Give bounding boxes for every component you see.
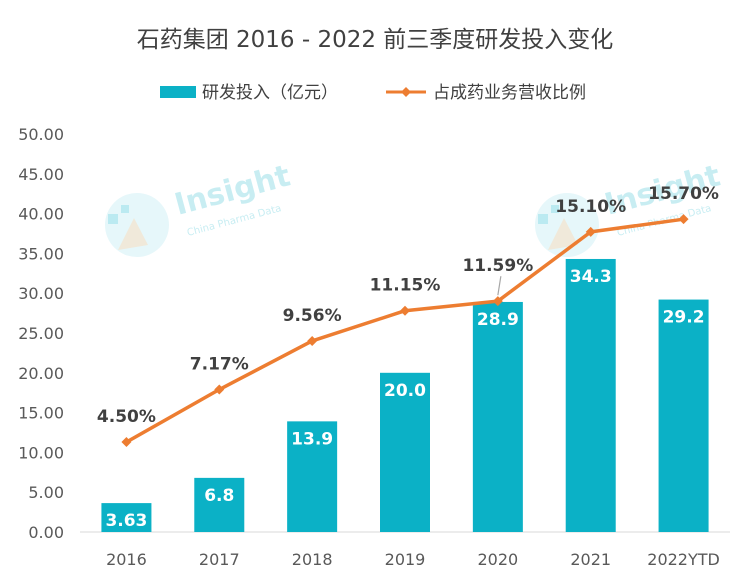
y-tick-label: 40.00 xyxy=(18,205,64,224)
line-value-label: 7.17% xyxy=(190,355,249,375)
label-leader-line xyxy=(497,276,502,296)
bar-value-label: 28.9 xyxy=(477,310,519,330)
y-tick-label: 30.00 xyxy=(18,284,64,303)
line-series xyxy=(121,214,689,448)
y-tick-label: 35.00 xyxy=(18,244,64,263)
x-tick-label: 2018 xyxy=(292,550,333,569)
bar xyxy=(194,477,245,532)
bar-value-label: 6.8 xyxy=(204,486,234,506)
x-tick-label: 2017 xyxy=(199,550,240,569)
bar-value-label: 13.9 xyxy=(291,429,333,449)
line-marker xyxy=(214,384,225,395)
bar xyxy=(380,372,430,532)
bar-value-label: 29.2 xyxy=(663,308,705,328)
line-value-label: 11.59% xyxy=(462,256,533,276)
x-tick-label: 2016 xyxy=(106,550,147,569)
chart-title: 石药集团 2016 - 2022 前三季度研发投入变化 xyxy=(137,27,614,53)
legend-line-marker xyxy=(401,87,411,97)
y-tick-label: 5.00 xyxy=(28,483,64,502)
bar-value-label: 3.63 xyxy=(105,511,147,531)
line-marker xyxy=(307,335,318,346)
y-tick-label: 0.00 xyxy=(28,523,64,542)
legend-bar-label: 研发投入（亿元） xyxy=(202,83,338,103)
bar xyxy=(287,421,338,532)
bar-value-label: 20.0 xyxy=(384,381,426,401)
bar xyxy=(658,299,709,532)
y-tick-label: 50.00 xyxy=(18,125,64,144)
line-marker xyxy=(585,226,596,237)
y-axis: 0.00 5.00 10.00 15.00 20.00 25.00 30.00 35.00 40… xyxy=(18,125,64,542)
line-marker xyxy=(400,305,410,316)
x-tick-label: 2019 xyxy=(385,550,426,569)
bar xyxy=(472,301,523,532)
y-tick-label: 20.00 xyxy=(18,364,64,383)
data-labels: 3.63 6.8 13.9 20.0 28.9 34.3 29.2 4.50% 7.17% 9.5… xyxy=(97,184,719,531)
bar-value-label: 34.3 xyxy=(570,267,612,287)
y-tick-label: 10.00 xyxy=(18,443,64,462)
bar-series xyxy=(101,258,709,532)
line-marker xyxy=(492,296,503,307)
watermark-logo: Insight China Pharma Data xyxy=(105,158,294,257)
x-tick-label: 2020 xyxy=(477,550,518,569)
line-marker xyxy=(678,214,689,225)
bar xyxy=(565,258,616,532)
line-value-label: 9.56% xyxy=(283,306,342,326)
x-tick-label: 2021 xyxy=(570,550,611,569)
watermarks: Insight China Pharma Data Insight China … xyxy=(105,158,724,257)
line-value-label: 15.70% xyxy=(648,184,719,204)
legend-line-label: 占成药业务营收比例 xyxy=(433,83,586,103)
line-marker xyxy=(121,437,132,448)
line-value-label: 4.50% xyxy=(97,407,156,427)
y-tick-label: 15.00 xyxy=(18,404,64,423)
y-tick-label: 25.00 xyxy=(18,324,64,343)
x-tick-label: 2022YTD xyxy=(647,550,720,569)
legend-bar-swatch xyxy=(160,86,196,98)
bar xyxy=(101,503,152,532)
y-tick-label: 45.00 xyxy=(18,165,64,184)
legend: 研发投入（亿元） 占成药业务营收比例 xyxy=(160,83,586,103)
line-value-label: 11.15% xyxy=(370,276,441,296)
x-axis: 2016 2017 2018 2019 2020 2021 2022YTD xyxy=(80,531,730,569)
line-value-label: 15.10% xyxy=(555,197,626,217)
